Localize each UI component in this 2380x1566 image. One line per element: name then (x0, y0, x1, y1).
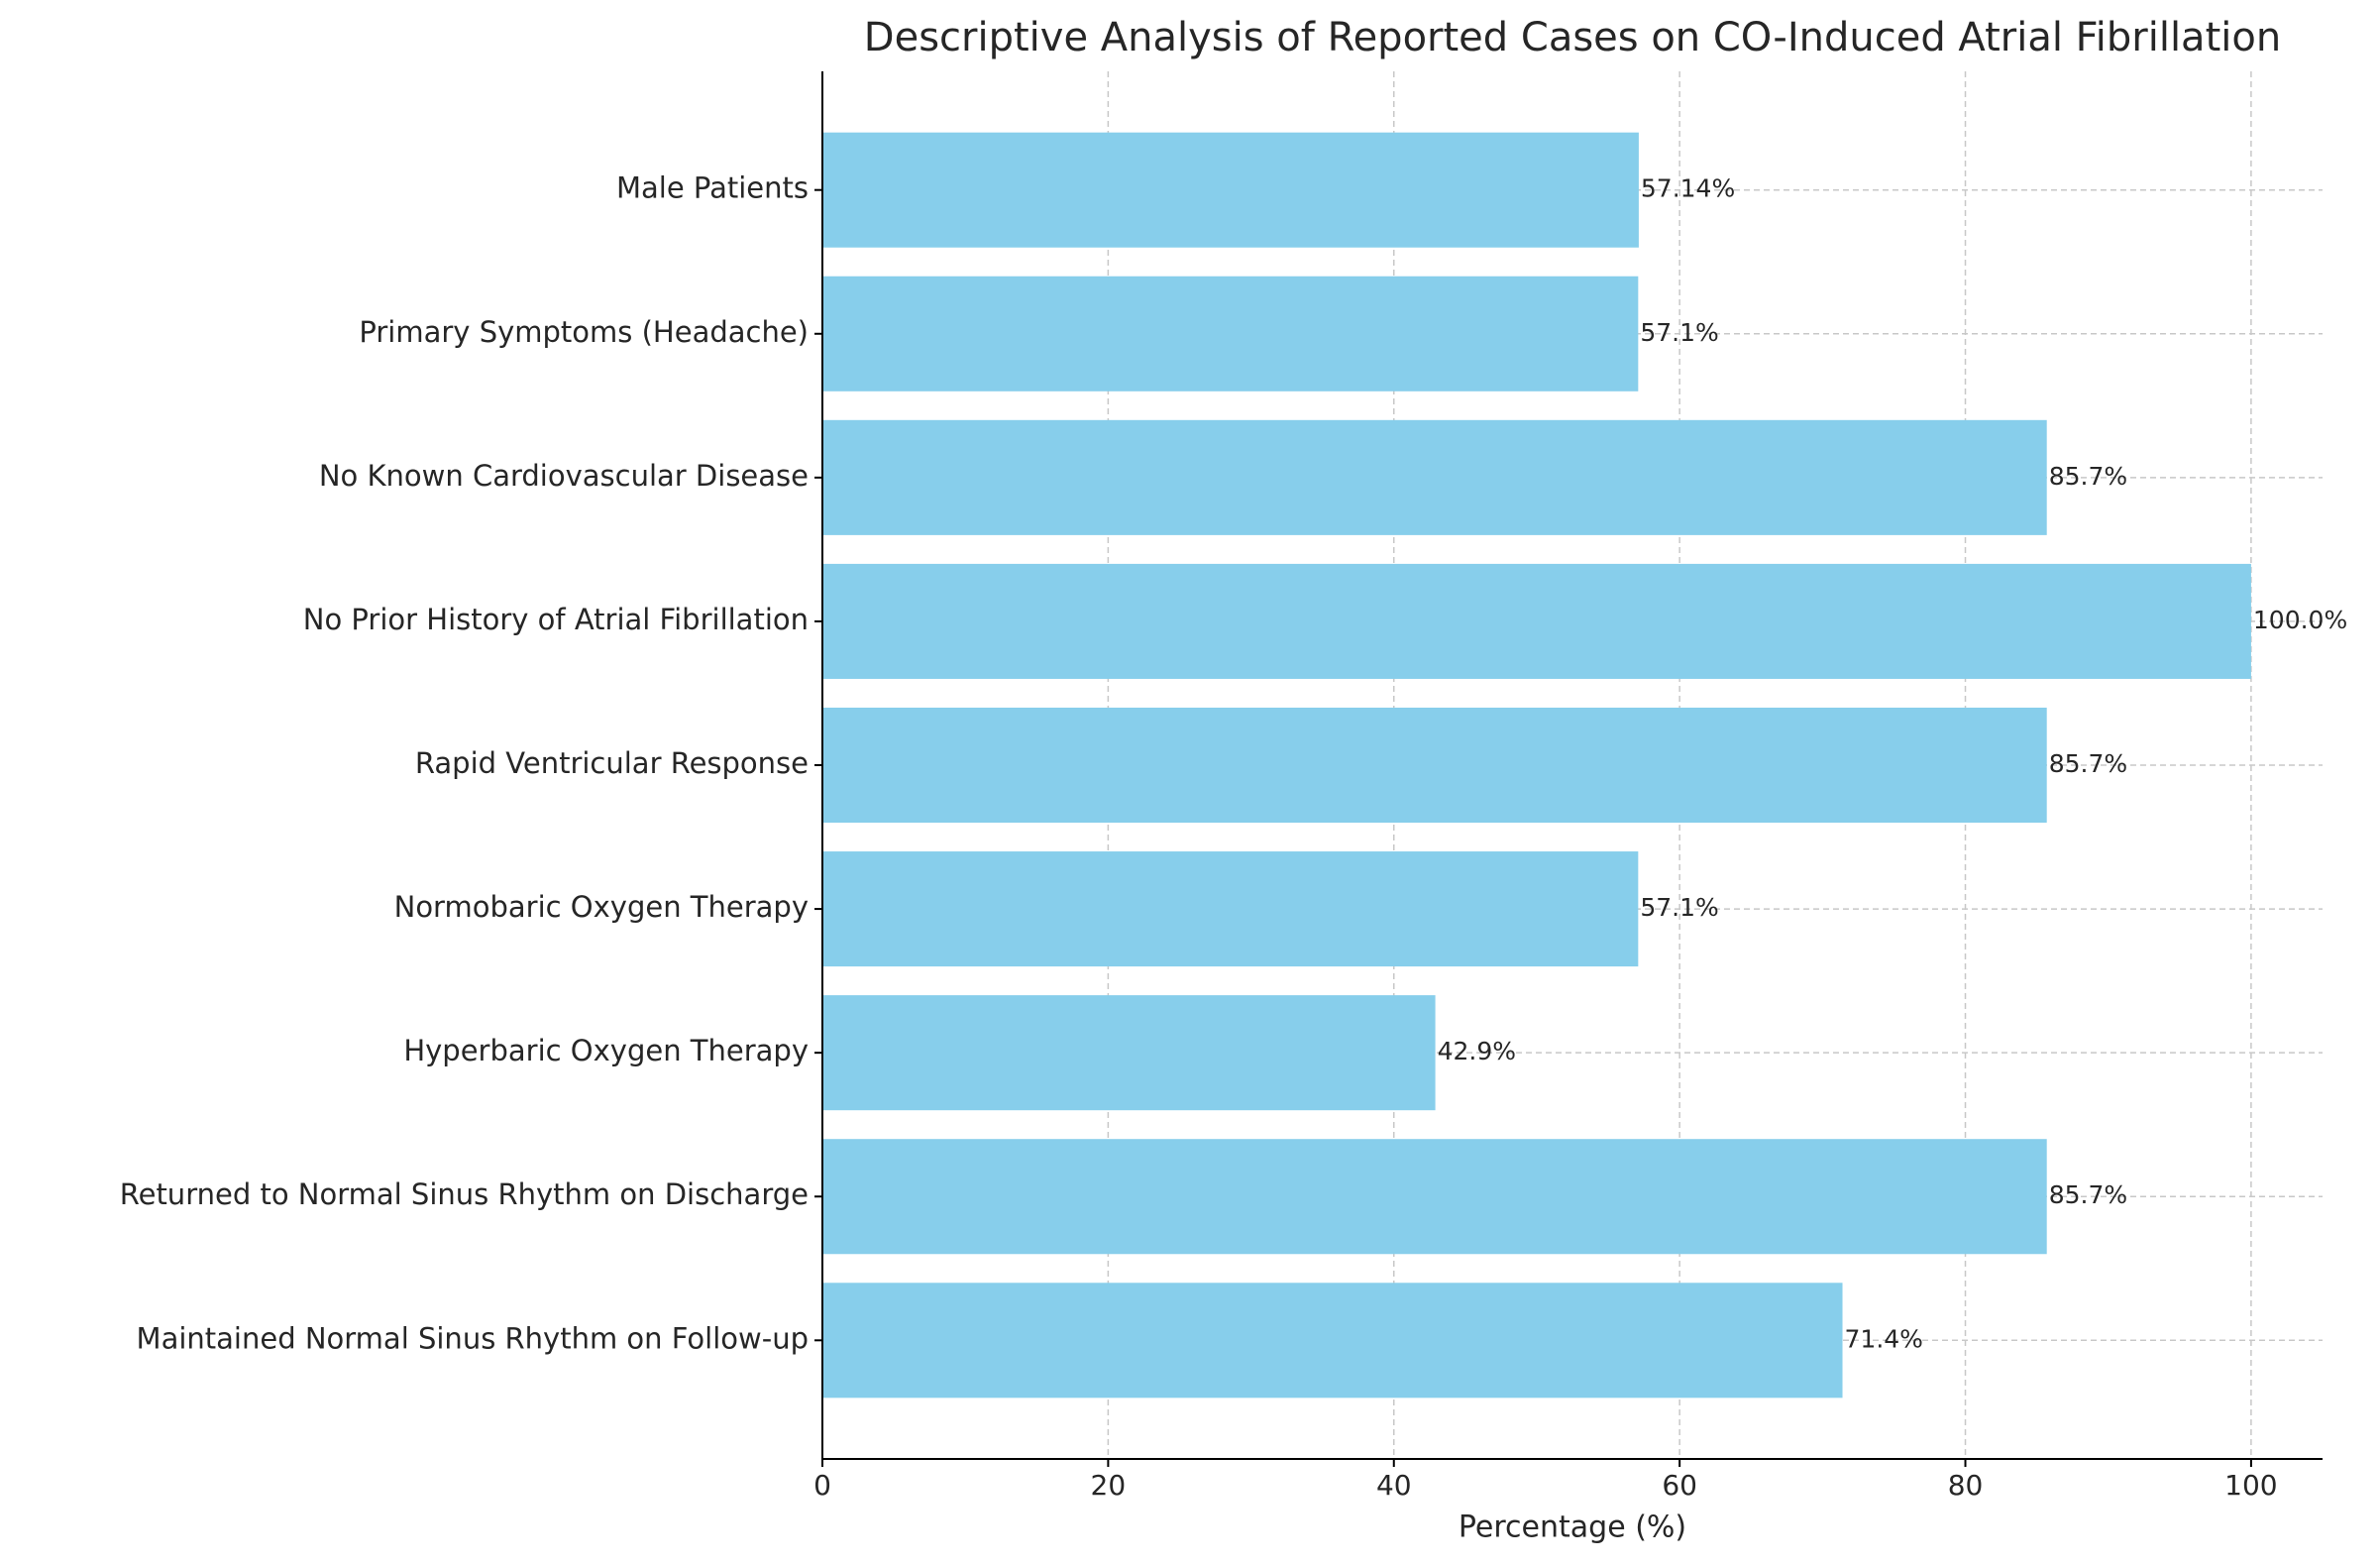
bar (822, 1283, 1843, 1398)
chart-title: Descriptive Analysis of Reported Cases o… (864, 15, 2281, 60)
bar (822, 707, 2047, 824)
y-tick-label: Returned to Normal Sinus Rhythm on Disch… (120, 1177, 809, 1211)
x-tick-label: 100 (2224, 1469, 2277, 1502)
x-tick-label: 20 (1091, 1469, 1127, 1502)
x-tick-label: 40 (1376, 1469, 1412, 1502)
y-tick-label: Normobaric Oxygen Therapy (394, 890, 809, 924)
y-tick-label: No Prior History of Atrial Fibrillation (303, 603, 809, 636)
y-tick-label: No Known Cardiovascular Disease (319, 459, 809, 493)
x-tick-label: 0 (813, 1469, 831, 1502)
value-label: 71.4% (1845, 1324, 1923, 1353)
value-label: 42.9% (1438, 1037, 1516, 1065)
y-tick-label: Hyperbaric Oxygen Therapy (403, 1034, 809, 1067)
bar (822, 419, 2047, 535)
bar (822, 276, 1639, 392)
value-label: 57.14% (1641, 174, 1735, 203)
value-label: 57.1% (1640, 318, 1718, 347)
value-label: 85.7% (2049, 749, 2127, 778)
y-tick-label: Maintained Normal Sinus Rhythm on Follow… (137, 1321, 809, 1355)
y-tick-label: Rapid Ventricular Response (415, 746, 809, 780)
value-label: 85.7% (2049, 462, 2127, 491)
y-tick-label: Primary Symptoms (Headache) (359, 315, 809, 349)
value-label: 85.7% (2049, 1180, 2127, 1209)
bar (822, 132, 1639, 248)
x-tick-label: 80 (1948, 1469, 1984, 1502)
value-label: 100.0% (2253, 606, 2347, 634)
x-tick-label: 60 (1662, 1469, 1697, 1502)
value-label: 57.1% (1640, 893, 1718, 922)
bar (822, 563, 2251, 679)
bar (822, 851, 1639, 967)
bar (822, 1139, 2047, 1255)
y-tick-label: Male Patients (616, 171, 809, 205)
x-axis-label: Percentage (%) (1459, 1510, 1686, 1545)
bar (822, 995, 1436, 1111)
